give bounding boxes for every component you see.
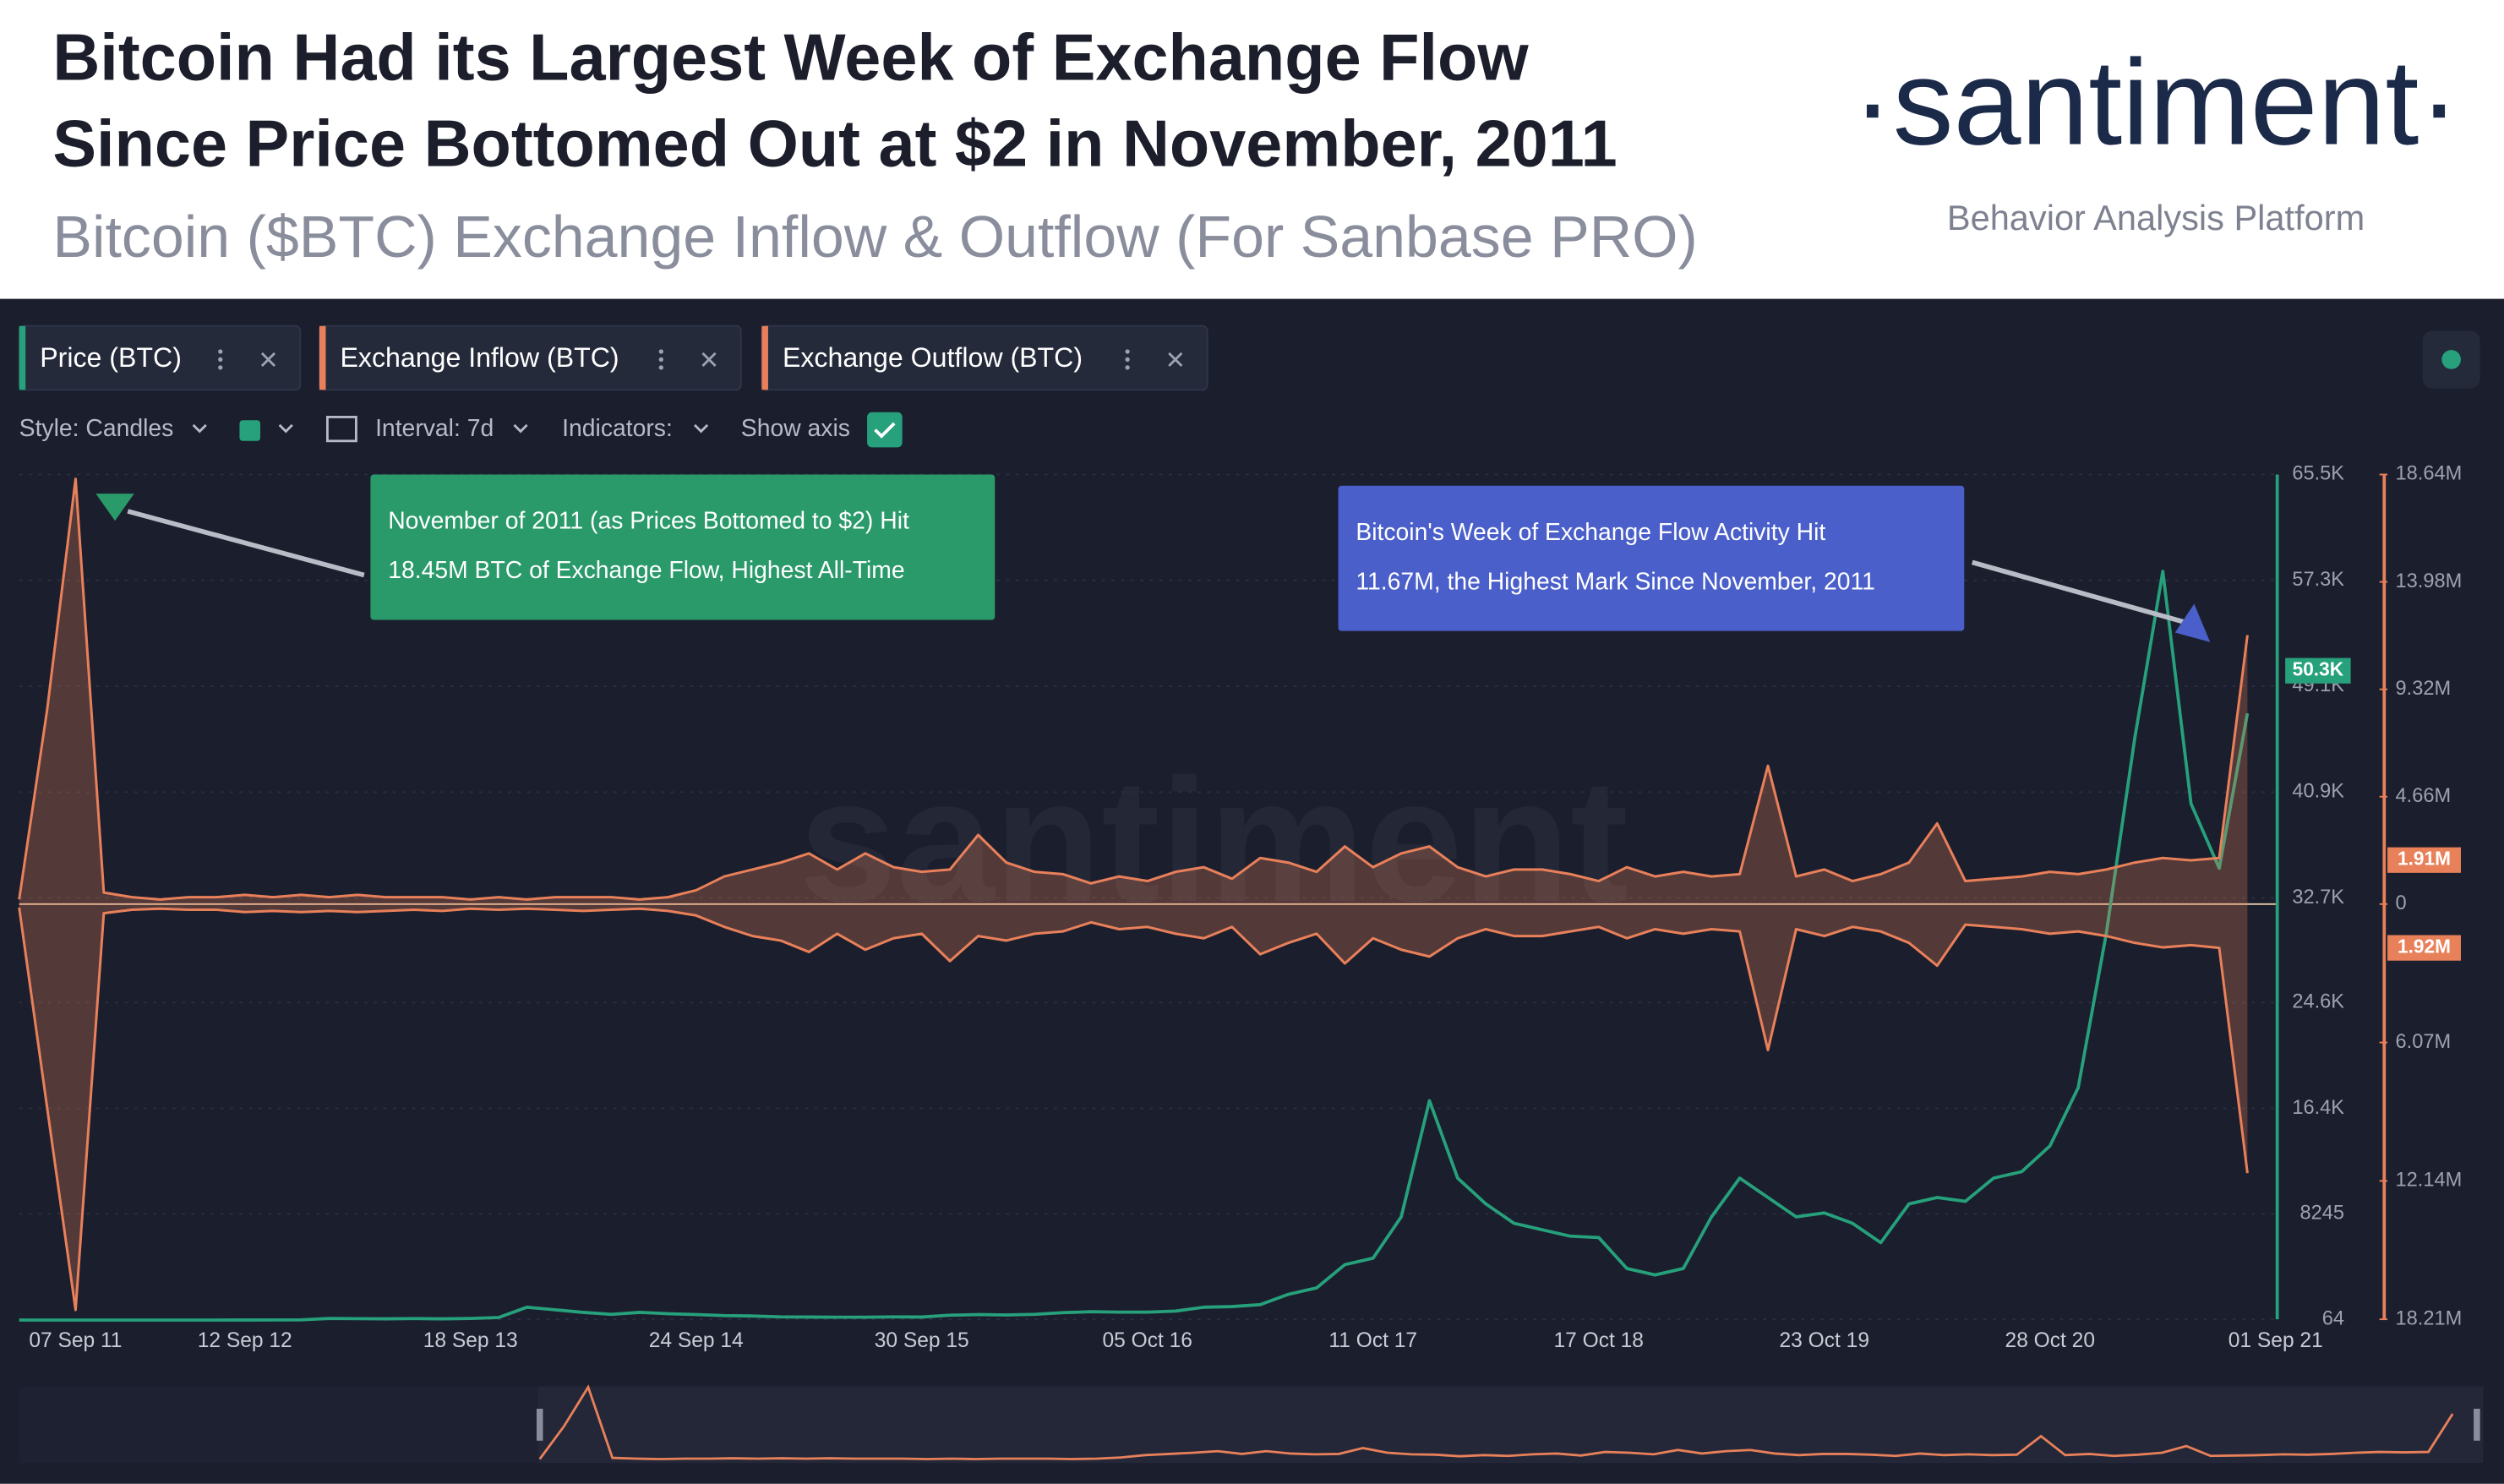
close-icon — [260, 352, 276, 367]
menu-dot — [658, 349, 663, 354]
menu-dot — [658, 357, 663, 363]
x-tick-label: 28 Oct 20 — [2005, 1329, 2095, 1352]
interval-icon — [325, 416, 357, 443]
menu-dot — [218, 365, 223, 370]
navigator-line — [538, 1384, 2454, 1460]
y-tick-label: 24.6K — [2292, 991, 2344, 1013]
menu-dot — [1125, 365, 1130, 370]
x-tick-label: 23 Oct 19 — [1780, 1329, 1869, 1352]
menu-dot — [1125, 357, 1130, 363]
annotation-pointer — [2174, 603, 2211, 642]
close-icon — [701, 352, 717, 367]
flow-line — [18, 477, 2249, 901]
x-tick-label: 12 Sep 12 — [198, 1329, 292, 1352]
chevron — [513, 423, 528, 434]
header-bg — [0, 0, 2504, 299]
y-tick-label: 8245 — [2300, 1202, 2345, 1224]
annotation-pointer — [95, 494, 134, 521]
menu-dot — [218, 357, 223, 363]
current-value-tag — [2285, 657, 2351, 684]
toggle-dot — [2441, 350, 2461, 369]
y-tick-label: 65.5K — [2292, 463, 2344, 485]
legend-swatch — [19, 325, 26, 390]
legend-swatch — [761, 325, 768, 390]
y-tick-label: 40.9K — [2292, 781, 2344, 803]
toolbar: Style: Candles Interval: 7d Indicators: … — [19, 330, 2480, 448]
current-value-tag — [2387, 935, 2461, 961]
legend-label: Exchange Outflow (BTC) — [783, 342, 1083, 373]
x-tick-label: 24 Sep 14 — [649, 1329, 744, 1352]
current-value-label: 1.92M — [2398, 936, 2451, 958]
current-value-label: 1.91M — [2398, 848, 2451, 870]
annotation-arrow — [1971, 559, 2189, 625]
chevron — [694, 423, 709, 434]
y2-tick-label: 13.98M — [2396, 570, 2463, 592]
x-tick-label: 11 Oct 17 — [1328, 1329, 1417, 1352]
interval-select[interactable]: Interval: 7d — [375, 415, 494, 442]
x-tick-label: 01 Sep 21 — [2229, 1329, 2323, 1352]
y-tick-label: 57.3K — [2292, 569, 2344, 591]
legend-swatch — [319, 325, 326, 390]
subtitle: Bitcoin ($BTC) Exchange Inflow & Outflow… — [52, 204, 1698, 270]
chevron — [278, 423, 293, 434]
y3-tick-label: 12.14M — [2396, 1170, 2463, 1192]
y-tick-label: 64 — [2322, 1307, 2344, 1329]
current-value-label: 50.3K — [2293, 658, 2344, 680]
y2-tick-label: 0 — [2396, 892, 2407, 914]
flow-line — [18, 907, 2249, 1312]
show-axis-checkbox[interactable] — [867, 412, 903, 448]
legend-label: Price (BTC) — [40, 342, 182, 373]
y2-tick-label: 4.66M — [2396, 785, 2452, 807]
watermark: santiment — [799, 743, 1628, 939]
x-tick-label: 05 Oct 16 — [1103, 1329, 1192, 1352]
navigator-handle[interactable] — [2474, 1408, 2480, 1441]
x-tick-label: 07 Sep 11 — [29, 1329, 122, 1352]
title: Since Price Bottomed Out at $2 in Novemb… — [52, 107, 1617, 180]
x-tick-label: 18 Sep 13 — [423, 1329, 518, 1352]
title: Bitcoin Had its Largest Week of Exchange… — [52, 21, 1529, 94]
annotation-text: Bitcoin's Week of Exchange Flow Activity… — [1356, 519, 1825, 546]
tagline: Behavior Analysis Platform — [1947, 198, 2365, 237]
close-icon — [1168, 352, 1183, 367]
menu-dot — [658, 365, 663, 370]
y2-tick-label: 9.32M — [2396, 678, 2452, 700]
color-swatch[interactable] — [239, 420, 261, 441]
x-tick-label: 30 Sep 15 — [875, 1329, 969, 1352]
annotation-box — [370, 474, 996, 620]
annotation-text: 18.45M BTC of Exchange Flow, Highest All… — [388, 557, 904, 584]
navigator-handle[interactable] — [536, 1408, 543, 1441]
logo: ·santiment· — [1852, 35, 2459, 170]
menu-dot — [218, 349, 223, 354]
navigator-mask — [19, 1386, 538, 1464]
y3-tick-label: 18.21M — [2396, 1307, 2463, 1329]
checkmark — [874, 422, 896, 439]
menu-dot — [1125, 349, 1130, 354]
y3-tick-label: 6.07M — [2396, 1031, 2452, 1053]
annotation-box — [1338, 485, 1965, 631]
current-value-tag — [2387, 847, 2461, 873]
legend-label: Exchange Inflow (BTC) — [340, 342, 619, 373]
annotation-arrow — [127, 509, 365, 578]
show-axis-label: Show axis — [741, 415, 850, 442]
price-line — [19, 570, 2250, 1322]
chevron — [192, 423, 207, 434]
x-tick-label: 17 Oct 18 — [1554, 1329, 1644, 1352]
annotation-text: November of 2011 (as Prices Bottomed to … — [388, 508, 909, 535]
y-tick-label: 16.4K — [2292, 1097, 2344, 1119]
y2-tick-label: 18.64M — [2396, 463, 2463, 485]
style-select[interactable]: Style: Candles — [19, 415, 174, 442]
indicators-select[interactable]: Indicators: — [562, 415, 673, 442]
y-tick-label: 32.7K — [2292, 887, 2344, 908]
annotation-text: 11.67M, the Highest Mark Since November,… — [1356, 568, 1875, 595]
